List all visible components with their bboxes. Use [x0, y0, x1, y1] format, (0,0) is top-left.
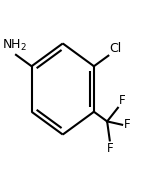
- Text: F: F: [106, 142, 113, 155]
- Text: F: F: [119, 94, 125, 107]
- Text: NH$_2$: NH$_2$: [2, 38, 27, 53]
- Text: F: F: [123, 118, 130, 131]
- Text: Cl: Cl: [110, 42, 122, 55]
